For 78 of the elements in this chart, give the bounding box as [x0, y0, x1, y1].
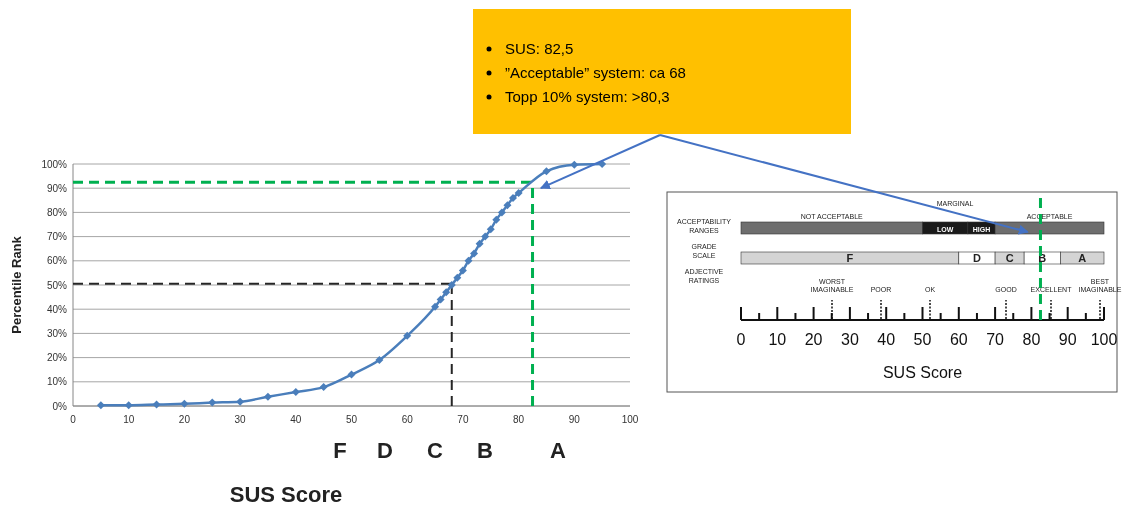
- y-axis-title: Percentile Rank: [9, 235, 24, 334]
- point: [263, 392, 272, 401]
- series-label: D: [972, 252, 981, 264]
- x-tick-label: 100: [1090, 331, 1118, 348]
- x-axis-title: SUS Score: [882, 364, 963, 381]
- x-tick-label: 50: [913, 331, 932, 348]
- text: D: [377, 438, 393, 463]
- point: [492, 215, 501, 224]
- x-tick-label: 60: [401, 414, 414, 425]
- x-tick-label: 10: [123, 414, 135, 425]
- point: [497, 208, 506, 217]
- text: F: [333, 438, 347, 463]
- text: SUS: 82,5: [505, 40, 574, 57]
- point: [236, 397, 245, 406]
- x-tick-label: 0: [736, 331, 746, 348]
- point: [464, 256, 473, 265]
- x-tick-label: 70: [457, 414, 469, 425]
- text: A: [550, 438, 567, 463]
- point: [96, 401, 105, 410]
- y-tick-label: 60%: [46, 255, 68, 267]
- y-tick-label: 100%: [41, 158, 68, 170]
- x-tick-label: 100: [621, 414, 639, 425]
- point: [208, 398, 217, 407]
- x-tick-label: 40: [877, 331, 896, 348]
- point: [291, 387, 300, 396]
- y-tick-label: 70%: [46, 231, 68, 243]
- point: [514, 189, 523, 198]
- text: ”Acceptable” system: ca 68: [505, 64, 686, 81]
- y-tick-label: 10%: [46, 376, 68, 388]
- point: [453, 273, 462, 282]
- y-tick-label: 50%: [46, 279, 68, 291]
- point: [347, 370, 356, 379]
- x-tick-label: 90: [1058, 331, 1077, 348]
- point: [542, 167, 551, 176]
- point: [458, 266, 467, 275]
- point: [319, 383, 328, 392]
- point: [152, 400, 161, 409]
- series-label: F: [846, 252, 854, 264]
- point: [475, 239, 484, 248]
- y-tick-label: 20%: [46, 352, 68, 364]
- series-label: C: [1005, 252, 1014, 264]
- x-tick-label: 20: [804, 331, 823, 348]
- x-tick-label: 0: [70, 414, 77, 425]
- x-tick-label: 40: [290, 414, 302, 425]
- point: [509, 193, 518, 202]
- y-tick-label: 90%: [46, 182, 68, 194]
- y-tick-label: 30%: [46, 327, 68, 339]
- point: [447, 281, 456, 289]
- x-axis-title: SUS Score: [229, 482, 343, 507]
- point: [486, 225, 495, 234]
- point: [124, 401, 133, 410]
- point: [503, 201, 512, 210]
- y-tick-label: 0%: [52, 400, 68, 412]
- point: [442, 288, 451, 297]
- x-tick-label: 60: [949, 331, 968, 348]
- point: [403, 331, 412, 340]
- x-tick-label: 30: [841, 331, 859, 348]
- point: [570, 160, 579, 169]
- x-tick-label: 80: [513, 414, 525, 425]
- series-label: A: [1078, 252, 1087, 264]
- x-tick-label: 20: [178, 414, 191, 425]
- x-tick-label: 30: [234, 414, 247, 425]
- point: [375, 356, 384, 365]
- point: [470, 249, 479, 258]
- point: [431, 302, 440, 311]
- x-tick-label: 50: [345, 414, 358, 425]
- text: C: [427, 438, 444, 463]
- text: B: [477, 438, 493, 463]
- y-tick-label: 80%: [46, 206, 68, 218]
- point: [436, 295, 445, 304]
- x-tick-label: 90: [568, 414, 581, 425]
- x-tick-label: 10: [768, 331, 787, 348]
- y-tick-label: 40%: [46, 303, 68, 315]
- point: [481, 232, 490, 241]
- x-tick-label: 80: [1022, 331, 1041, 348]
- text: Topp 10% system: >80,3: [505, 88, 670, 105]
- point: [180, 399, 189, 408]
- x-tick-label: 70: [986, 331, 1005, 348]
